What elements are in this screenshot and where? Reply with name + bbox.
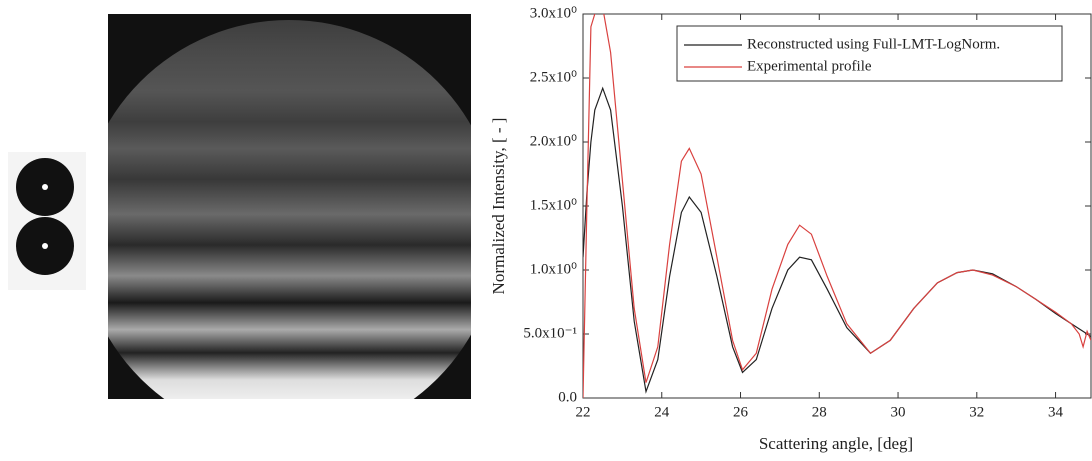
y-axis-label: Normalized Intensity, [ - ] bbox=[489, 118, 508, 295]
legend-label: Reconstructed using Full-LMT-LogNorm. bbox=[747, 36, 1000, 52]
series-line bbox=[583, 86, 1091, 394]
x-tick-label: 22 bbox=[576, 404, 591, 420]
scattering-image bbox=[108, 14, 471, 399]
y-tick-label: 3.0x10⁰ bbox=[530, 5, 577, 21]
y-tick-label: 5.0x10⁻¹ bbox=[523, 325, 577, 341]
y-tick-label: 2.0x10⁰ bbox=[530, 133, 577, 149]
x-tick-label: 24 bbox=[654, 404, 670, 420]
legend-label: Experimental profile bbox=[747, 58, 872, 74]
x-tick-label: 30 bbox=[891, 404, 906, 420]
droplet-images bbox=[8, 152, 86, 290]
series-line bbox=[583, 14, 1091, 398]
legend bbox=[676, 25, 1063, 82]
x-tick-label: 28 bbox=[812, 404, 827, 420]
x-tick-label: 34 bbox=[1048, 404, 1064, 420]
y-tick-label: 0.0 bbox=[558, 389, 577, 405]
y-tick-label: 1.0x10⁰ bbox=[530, 261, 577, 277]
x-tick-label: 32 bbox=[969, 404, 984, 420]
x-axis-label: Scattering angle, [deg] bbox=[759, 434, 913, 453]
x-tick-label: 26 bbox=[733, 404, 749, 420]
y-tick-label: 1.5x10⁰ bbox=[530, 197, 577, 213]
y-tick-label: 2.5x10⁰ bbox=[530, 69, 577, 85]
